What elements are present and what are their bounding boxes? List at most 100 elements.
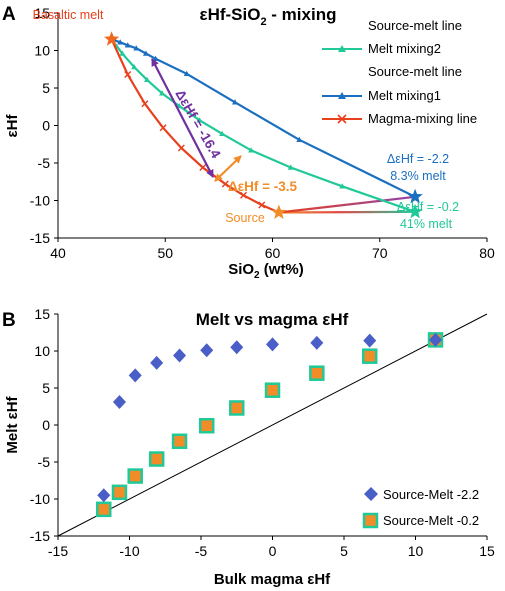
legend-label: Melt mixing1 xyxy=(368,88,441,103)
magma-mixing-point xyxy=(177,144,185,152)
legend-item-melt-mixing1: Melt mixing1 xyxy=(322,88,441,103)
melt-mixing2-point xyxy=(287,164,294,170)
panel-b-ytick-label: 5 xyxy=(42,380,50,396)
magma-mixing-point xyxy=(159,124,167,132)
panel-b-series xyxy=(96,332,444,518)
magma-mixing-point xyxy=(258,201,266,209)
panel-b-xtick-label: -5 xyxy=(195,543,208,559)
panel-a-xtick-label: 70 xyxy=(372,245,388,261)
panel-b-letter: B xyxy=(2,310,16,331)
panel-a-xlabel: SiO2 (wt%) xyxy=(228,261,304,281)
source-melt-0-2-point xyxy=(264,382,281,398)
panel-a-ytick-label: 10 xyxy=(34,43,50,59)
panel-a-xtick-label: 60 xyxy=(265,245,281,261)
panel-a-ytick-label: 15 xyxy=(34,5,50,21)
delta-0-2-label: ΔεHf = -0.2 xyxy=(397,200,459,214)
panel-a-xtick-label: 50 xyxy=(157,245,173,261)
panel-b-y-ticks: 15 10 5 0 -5 -10 -15 xyxy=(30,306,58,544)
melt-mixing1-point xyxy=(133,45,140,51)
source-melt-0-2-point xyxy=(171,433,188,450)
legend-item-magma-mixing: Magma-mixing line xyxy=(322,111,477,126)
panel-b-xtick-label: -15 xyxy=(48,543,68,559)
panel-b-ylabel: Melt εHf xyxy=(4,395,21,453)
panel-a-ytick-label: -5 xyxy=(38,155,51,171)
one-to-one-line xyxy=(57,313,488,537)
source-melt-line-line xyxy=(278,210,416,214)
source-melt-2-2-point xyxy=(112,395,126,410)
melt-8-3-star xyxy=(407,188,423,204)
delta-3-5-label: ΔεHf = -3.5 xyxy=(228,179,297,194)
source-melt-2-2-point xyxy=(266,337,279,352)
panel-a-title: εHf-SiO2 - mixing xyxy=(200,5,337,28)
melt-mixing1-point xyxy=(231,99,238,105)
source-label: Source xyxy=(225,211,265,225)
melt-mixing1-line xyxy=(111,38,416,198)
panel-b-xtick-label: -10 xyxy=(119,543,139,559)
magma-mixing-point xyxy=(240,191,248,199)
melt-mixing2-point xyxy=(339,183,346,189)
panel-b-legend: Source-Melt -2.2 Source-Melt -0.2 xyxy=(362,487,479,529)
panel-b-xtick-label: 0 xyxy=(269,543,277,559)
source-melt-2-2-point xyxy=(230,340,244,355)
panel-a-y-ticks: 15 10 5 0 -5 -10 -15 xyxy=(30,5,58,246)
source-melt-2-2-point xyxy=(200,343,214,358)
source-melt-2-2-point xyxy=(97,488,111,503)
source-melt-2-2-point xyxy=(128,368,142,383)
panel-a-ytick-label: -10 xyxy=(30,193,50,209)
delta-3-5-arrow xyxy=(214,155,242,182)
panel-a-ytick-label: 0 xyxy=(42,118,50,134)
panel-b-ytick-label: 0 xyxy=(42,417,50,433)
legend-item-source-melt-2: Source-melt line xyxy=(322,64,462,79)
source-melt-2-2-point xyxy=(429,332,443,347)
source-star xyxy=(271,204,287,219)
legend-item-source-melt-1: Source-melt line xyxy=(322,18,462,33)
source-melt-0-2-point xyxy=(361,348,378,364)
panel-a-legend: Source-melt line Melt mixing2 Source-mel… xyxy=(322,18,477,126)
panel-b-ytick-label: -15 xyxy=(30,528,50,544)
legend-item-source-melt-0-2: Source-Melt -0.2 xyxy=(362,512,479,529)
melt-mixing2-point xyxy=(131,64,138,70)
source-melt-0-2-point xyxy=(96,501,112,518)
source-melt-2-2-point xyxy=(150,355,164,370)
magma-mixing-point xyxy=(221,180,229,188)
panel-b-xlabel: Bulk magma εHf xyxy=(214,571,331,588)
panel-a-ylabel: εHf xyxy=(4,114,21,138)
delta-16-4-arrow xyxy=(151,58,214,178)
melt-mixing1-point xyxy=(296,136,303,142)
source-melt-2-2-point xyxy=(363,333,377,348)
legend-label: Source-melt line xyxy=(368,64,462,79)
panel-b-x-ticks: -15 -10 -5 0 5 10 15 xyxy=(48,536,495,559)
legend-item-melt-mixing2: Melt mixing2 xyxy=(322,41,441,56)
melt-mixing1-point xyxy=(124,42,131,48)
melt-mixing1-point xyxy=(117,39,124,45)
panel-b-ytick-label: -5 xyxy=(38,454,51,470)
source-melt-0-2-point xyxy=(111,484,128,501)
panel-a-ytick-label: 5 xyxy=(42,80,50,96)
panel-a-xtick-label: 80 xyxy=(479,245,495,261)
melt-41-label: 41% melt xyxy=(400,217,453,231)
source-melt-0-2-point xyxy=(309,365,325,381)
panel-b-ytick-label: 10 xyxy=(34,343,50,359)
source-melt-0-2-point xyxy=(148,451,165,467)
panel-b-ytick-label: -10 xyxy=(30,491,50,507)
panel-b-xtick-label: 5 xyxy=(340,543,348,559)
basaltic-melt-label: Basaltic melt xyxy=(33,8,104,22)
panel-a-xtick-label: 40 xyxy=(50,245,66,261)
legend-marker xyxy=(362,512,379,529)
panel-b-xtick-label: 15 xyxy=(479,543,495,559)
basaltic-melt-star xyxy=(104,31,120,46)
source-melt-2-2-point xyxy=(173,348,187,363)
melt-mixing1-point xyxy=(142,50,149,56)
source-melt-0-2-point xyxy=(198,417,215,434)
source-melt-0-2-point xyxy=(229,400,245,416)
source-melt-2-2-point xyxy=(310,335,324,350)
panel-a-x-ticks: 40 50 60 70 80 xyxy=(50,238,495,261)
melt-41-star xyxy=(407,203,423,219)
panel-b-ytick-label: 15 xyxy=(34,306,50,322)
panel-b-xtick-label: 10 xyxy=(408,543,424,559)
melt-mixing2-point xyxy=(248,147,255,153)
legend-marker xyxy=(338,92,346,99)
source-melt-line-line xyxy=(278,195,416,214)
melt-mixing2-point xyxy=(219,130,226,136)
